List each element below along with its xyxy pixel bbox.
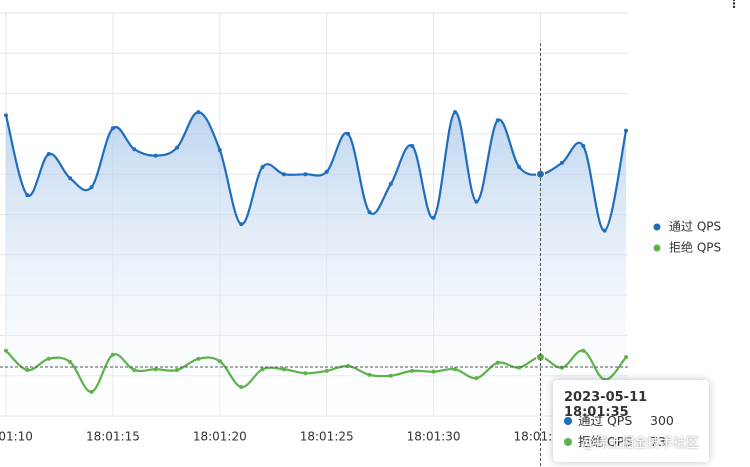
tooltip-title: 2023-05-11 18:01:35 (564, 390, 648, 420)
point (474, 199, 479, 204)
tooltip-marker (564, 417, 572, 425)
point (175, 145, 180, 150)
legend-label: 拒绝 QPS (669, 240, 721, 255)
point (559, 365, 564, 370)
point (495, 118, 500, 123)
point (217, 359, 222, 364)
point (4, 113, 8, 118)
point (239, 222, 244, 227)
point (46, 356, 51, 361)
tooltip-name: 通过 QPS (578, 413, 633, 428)
legend-label: 通过 QPS (669, 220, 721, 234)
point (89, 185, 94, 190)
watermark: @稀土掘金技术社区 (582, 436, 700, 451)
point (132, 147, 137, 152)
point (624, 355, 629, 360)
tooltip-marker (564, 438, 572, 446)
point (217, 148, 222, 153)
point (281, 172, 286, 177)
point (25, 368, 30, 373)
point (346, 131, 351, 136)
point (175, 368, 180, 373)
tooltip-row: 通过 QPS 300 (564, 413, 674, 429)
point (367, 372, 372, 377)
point (46, 152, 51, 157)
point (303, 371, 308, 376)
point (410, 368, 415, 373)
point (431, 215, 436, 220)
point (559, 160, 564, 165)
point (110, 126, 115, 131)
tooltip: 2023-05-11 18:01:35 通过 QPS 300 拒绝 QPS 73 (553, 380, 709, 462)
point (260, 164, 265, 169)
x-tick-label: 18:01:20 (193, 430, 247, 444)
x-tick-label: 18:01:25 (300, 430, 354, 444)
point (367, 210, 372, 215)
point (324, 368, 329, 373)
x-tick-label: 18:01:10 (0, 430, 33, 444)
point (89, 389, 94, 394)
point (196, 356, 201, 361)
x-tick-label: 18:01:15 (86, 430, 140, 444)
x-tick-label: 18:01:30 (407, 430, 461, 444)
point (25, 193, 30, 198)
point (474, 376, 479, 381)
point (431, 369, 436, 374)
point (388, 181, 393, 186)
point (153, 153, 158, 158)
legend-marker (653, 244, 661, 252)
point (132, 368, 137, 373)
tooltip-name: 拒绝 QPS (578, 434, 633, 449)
point (388, 373, 393, 378)
point (303, 172, 308, 177)
menu-icon[interactable]: ⋮ (728, 0, 740, 11)
tooltip-value: 300 (650, 413, 674, 428)
point (581, 348, 586, 353)
tooltip-value: 73 (650, 434, 666, 449)
point (239, 384, 244, 389)
point (452, 367, 457, 372)
point (196, 110, 201, 115)
point (260, 367, 265, 372)
point (153, 367, 158, 372)
point (517, 365, 522, 370)
point (4, 348, 8, 353)
point (68, 176, 73, 181)
legend-marker (653, 223, 661, 231)
point (517, 164, 522, 169)
point (624, 128, 629, 133)
point (452, 110, 457, 115)
tooltip-row: 拒绝 QPS 73 (564, 434, 666, 450)
point (281, 367, 286, 372)
area (6, 112, 627, 416)
point (410, 143, 415, 148)
point (495, 360, 500, 365)
point (581, 143, 586, 148)
point (110, 352, 115, 357)
point (68, 359, 73, 364)
point (324, 169, 329, 174)
point (602, 228, 607, 233)
